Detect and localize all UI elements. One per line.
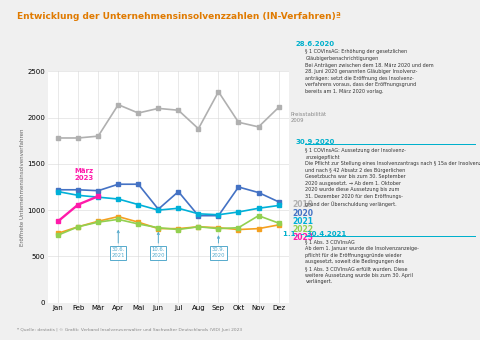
Text: § 1 Abs. 3 COVInsAG
Ab dem 1. Januar wurde die Insolvenzanzeige-
pflicht für die: § 1 Abs. 3 COVInsAG Ab dem 1. Januar wur… [305, 240, 419, 284]
Text: Entwicklung der Unternehmensinsolvenzzahlen (IN-Verfahren)ª: Entwicklung der Unternehmensinsolvenzzah… [17, 12, 340, 21]
Text: 1.1. – 30.4.2021: 1.1. – 30.4.2021 [283, 231, 346, 237]
Text: 30.6.
2021: 30.6. 2021 [111, 231, 125, 258]
Text: März
2023: März 2023 [74, 168, 93, 181]
Text: ª Quelle: destatis | © Grafik: Verband Insolvenzverwalter und Sachwalter Deutsch: ª Quelle: destatis | © Grafik: Verband I… [17, 327, 241, 332]
Text: 2022: 2022 [292, 225, 313, 234]
Text: 2019: 2019 [292, 200, 313, 209]
Text: 30.9.2020: 30.9.2020 [295, 139, 334, 146]
Text: § 1 COVInsAG: Erhöhung der gesetzlichen
Gläubigerbenachrichtigungen
Bei Anträgen: § 1 COVInsAG: Erhöhung der gesetzlichen … [305, 49, 433, 94]
Text: Preisstabilität
2009: Preisstabilität 2009 [290, 112, 326, 123]
Text: 10.6.
2020: 10.6. 2020 [151, 233, 165, 258]
Text: § 1 COVInsAG: Aussetzung der Insolvenz-
anzeigepflicht
Die Pflicht zur Stellung : § 1 COVInsAG: Aussetzung der Insolvenz- … [305, 148, 480, 207]
Text: 30.9.
2020: 30.9. 2020 [211, 236, 225, 258]
Text: 2021: 2021 [292, 217, 313, 226]
Text: 2020: 2020 [292, 209, 313, 218]
Text: 2023: 2023 [292, 233, 313, 242]
Y-axis label: Eröffnete Unternehmensinsolvenverfahren: Eröffnete Unternehmensinsolvenverfahren [20, 128, 24, 246]
Text: 28.6.2020: 28.6.2020 [295, 41, 334, 47]
